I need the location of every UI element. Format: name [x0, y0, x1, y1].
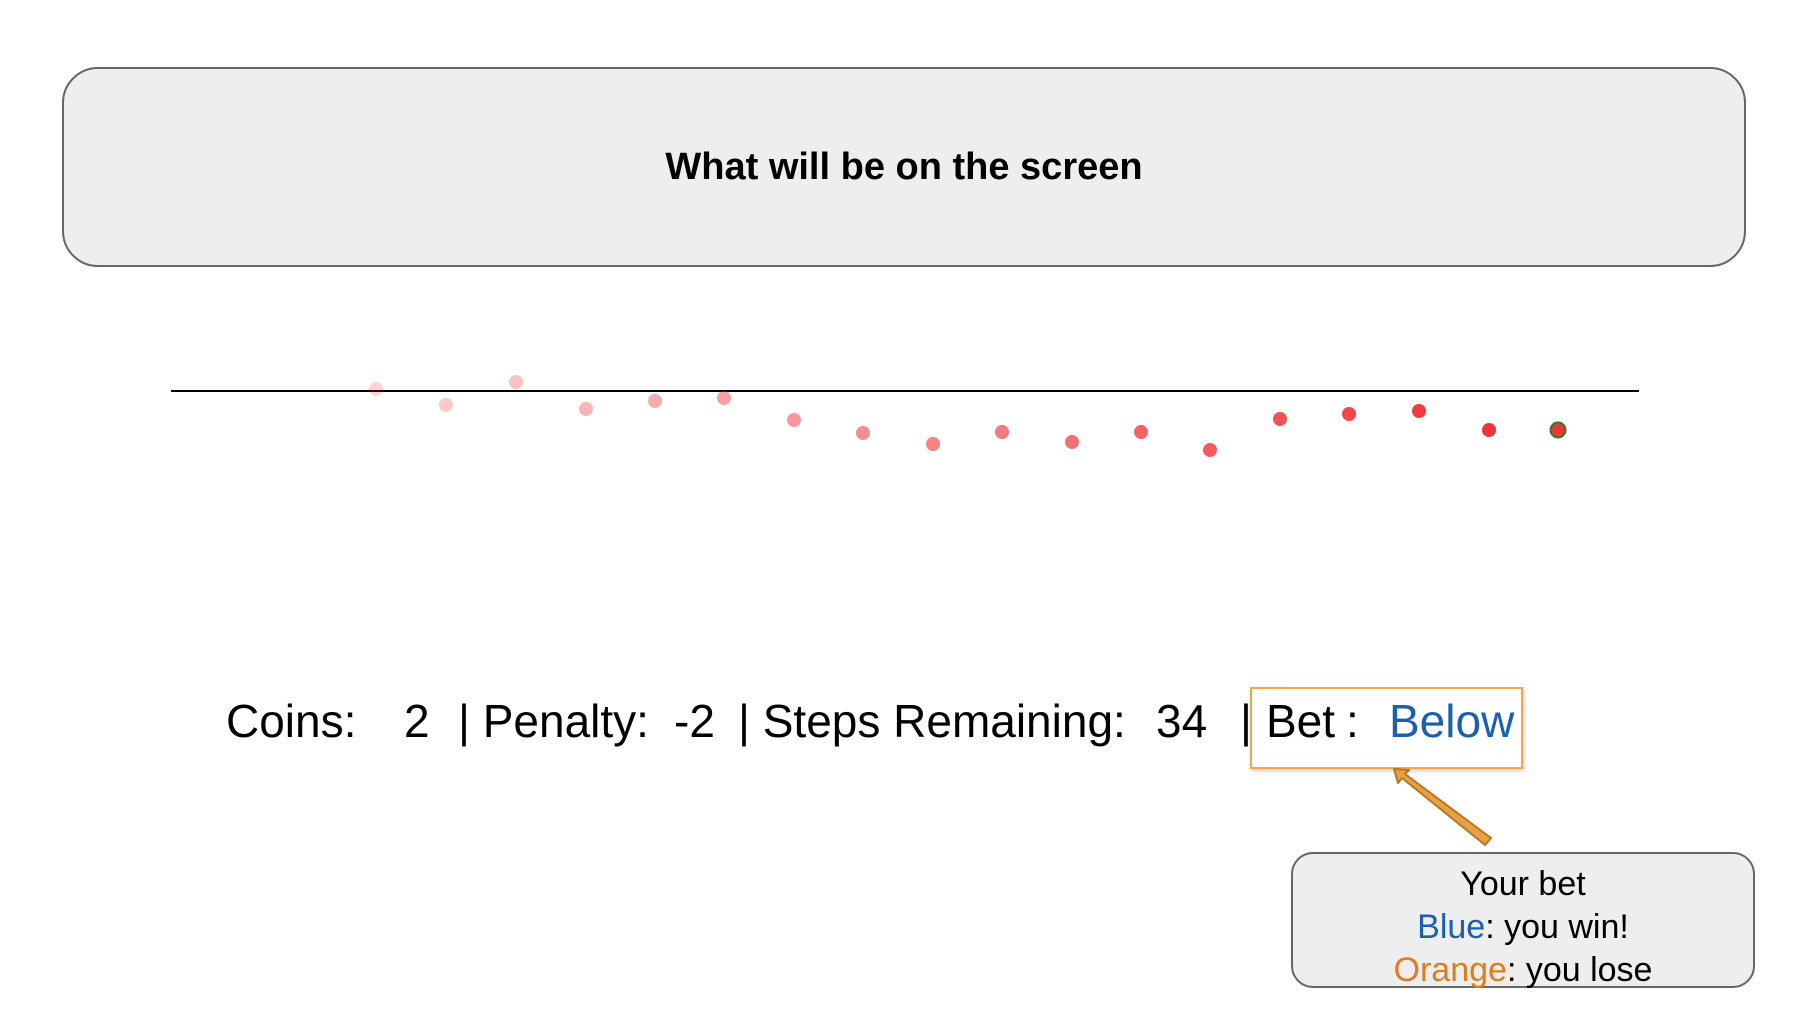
trajectory-dot	[439, 398, 453, 412]
trajectory-dot	[369, 382, 383, 396]
trajectory-dot	[926, 437, 940, 451]
bet-legend-callout: Your bet Blue: you win! Orange: you lose	[1291, 852, 1755, 989]
callout-orange-word: Orange	[1393, 951, 1507, 989]
callout-title: Your bet	[1460, 865, 1586, 903]
current-position-dot	[1549, 421, 1567, 439]
callout-lose-text: : you lose	[1506, 951, 1653, 989]
callout-blue-word: Blue	[1417, 908, 1486, 946]
trajectory-dot	[1342, 407, 1356, 421]
trajectory-dot	[1273, 412, 1287, 426]
trajectory-dot	[787, 413, 801, 427]
trajectory-dot	[1065, 435, 1079, 449]
trajectory-dot	[1482, 423, 1496, 437]
bet-highlight-box	[1250, 687, 1523, 769]
callout-win-text: : you win!	[1485, 908, 1629, 946]
trajectory-dot	[717, 391, 731, 405]
trajectory-dot	[509, 375, 523, 389]
page-title: What will be on the screen	[665, 145, 1143, 188]
callout-lose-line: Orange: you lose	[1293, 949, 1753, 992]
trajectory-dot	[648, 394, 662, 408]
trajectory-dot	[995, 425, 1009, 439]
trajectory-dots	[369, 375, 1567, 457]
trajectory-dot	[856, 426, 870, 440]
trajectory-dot	[579, 402, 593, 416]
trajectory-dot	[1412, 404, 1426, 418]
callout-win-line: Blue: you win!	[1293, 906, 1753, 949]
title-banner: What will be on the screen	[62, 67, 1746, 267]
trajectory-dot	[1203, 443, 1217, 457]
trajectory-dot	[1134, 425, 1148, 439]
